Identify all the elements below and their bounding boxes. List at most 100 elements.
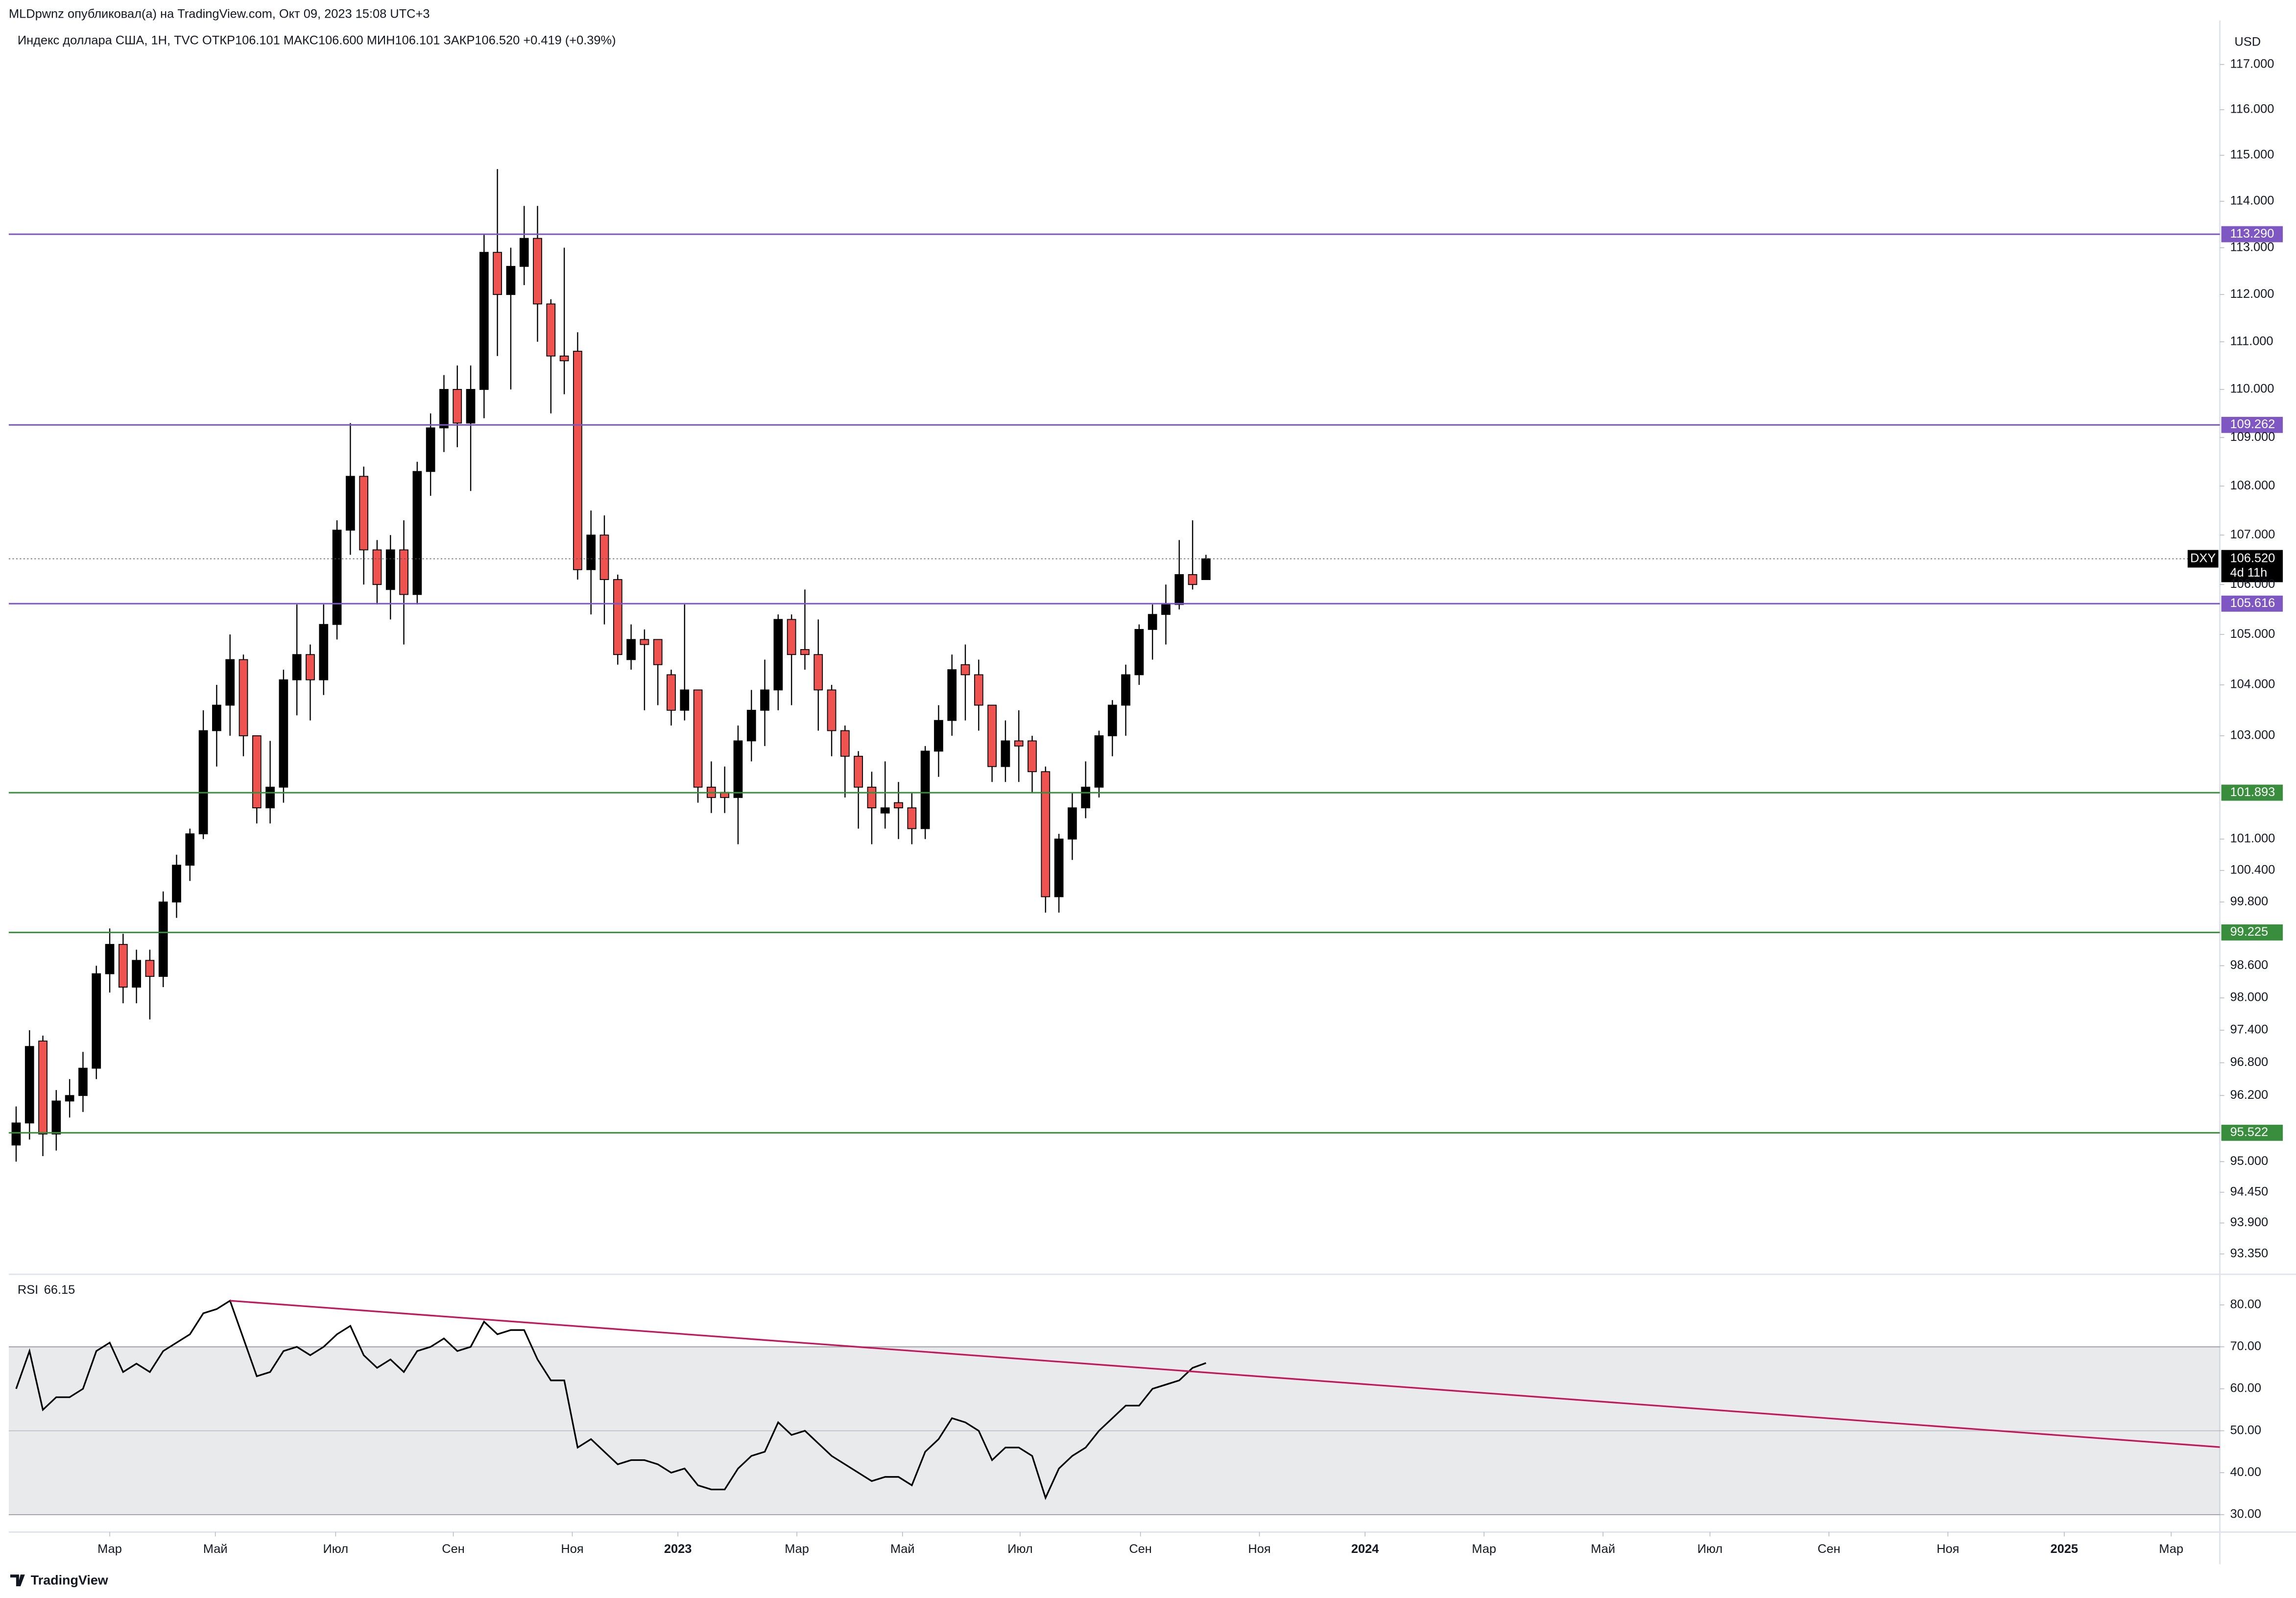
x-tick-label: Мар: [97, 1542, 122, 1556]
x-tick-label: Июл: [323, 1542, 349, 1556]
candle-body: [1068, 807, 1077, 840]
candle-body: [38, 1041, 48, 1135]
candle-body: [493, 252, 502, 295]
candle-body: [1174, 574, 1184, 605]
level-label-box: [2221, 1124, 2283, 1141]
y-tick-label: 106.000: [2230, 577, 2275, 591]
candle-body: [279, 679, 288, 788]
y-tick-label: 96.800: [2230, 1055, 2268, 1069]
candle-body: [1134, 629, 1144, 676]
y-tick-label: 101.000: [2230, 831, 2275, 845]
candle-body: [332, 530, 342, 625]
y-tick-label: 93.350: [2230, 1246, 2268, 1260]
y-tick-label: 114.000: [2230, 194, 2274, 208]
x-tick-label: Ноя: [1937, 1542, 1959, 1556]
candle-body: [573, 351, 582, 570]
candles: [11, 169, 1211, 1162]
candle-body: [559, 355, 569, 362]
y-tick-label: 117.000: [2230, 57, 2274, 71]
y-tick-label: 30.00: [2230, 1507, 2261, 1521]
y-tick-label: 96.200: [2230, 1088, 2268, 1102]
candle-body: [1014, 740, 1024, 747]
y-tick-label: 100.400: [2230, 863, 2275, 877]
price-box: [2221, 550, 2283, 582]
y-tick-label: 93.900: [2230, 1215, 2268, 1229]
candle-body: [519, 238, 529, 267]
rsi-label: RSI: [18, 1283, 38, 1297]
candle-body: [172, 865, 181, 903]
candle-body: [1094, 735, 1104, 788]
x-tick-label: Мар: [785, 1542, 809, 1556]
x-tick-label: Июл: [1007, 1542, 1033, 1556]
rsi-value: 66.15: [44, 1283, 75, 1297]
candle-body: [319, 624, 329, 680]
candle-body: [894, 802, 903, 808]
candle-body: [372, 549, 382, 585]
candle-body: [399, 549, 408, 595]
level-label: 113.290: [2230, 227, 2274, 241]
y-tick-label: 97.400: [2230, 1023, 2268, 1037]
y-tick-label: 110.000: [2230, 382, 2274, 396]
x-tick-label: Май: [203, 1542, 228, 1556]
rsi-line: [15, 1299, 1206, 1501]
candle-body: [466, 389, 476, 424]
y-tick-label: 113.000: [2230, 240, 2274, 254]
candle-body: [292, 654, 302, 680]
x-tick-label: Май: [1591, 1542, 1615, 1556]
candle-body: [1054, 838, 1064, 897]
candle-body: [506, 266, 516, 295]
x-tick-label: Ноя: [1248, 1542, 1270, 1556]
candle-body: [1028, 740, 1037, 773]
y-tick-label: 50.00: [2230, 1423, 2261, 1437]
y-tick-label: 116.000: [2230, 102, 2274, 116]
y-tick-label: 103.000: [2230, 728, 2275, 742]
candle-body: [840, 730, 850, 757]
y-tick-label: 80.00: [2230, 1297, 2261, 1311]
candle-body: [225, 659, 235, 706]
x-tick-label: 2024: [1351, 1542, 1379, 1556]
candle-body: [1121, 674, 1130, 706]
candle-body: [787, 619, 796, 655]
y-tick-label: 99.800: [2230, 895, 2268, 908]
tradingview-logo: TradingView: [10, 1573, 108, 1588]
x-tick-label: 2025: [2051, 1542, 2079, 1556]
level-label: 99.225: [2230, 925, 2268, 939]
candle-body: [306, 654, 315, 680]
candle-body: [1107, 704, 1117, 736]
candle-body: [934, 720, 943, 752]
candle-body: [426, 427, 435, 472]
candle-body: [92, 973, 101, 1069]
candle-body: [1188, 574, 1197, 585]
candle-body: [11, 1122, 21, 1146]
level-label: 95.522: [2230, 1125, 2268, 1139]
x-tick-label: Сен: [1129, 1542, 1152, 1556]
candle-body: [145, 960, 155, 977]
candle-body: [586, 534, 596, 570]
symbol-label: DXY: [2190, 551, 2216, 565]
level-label-box: [2221, 416, 2283, 433]
candle-body: [640, 639, 649, 645]
publisher-line: MLDpwnz опубликовал(а) на TradingView.co…: [9, 7, 430, 21]
candle-body: [252, 735, 262, 808]
level-label: 101.893: [2230, 785, 2275, 799]
candle-body: [1041, 771, 1051, 897]
candle-body: [439, 389, 449, 429]
candle-body: [533, 238, 542, 305]
x-tick-label: Мар: [2159, 1542, 2183, 1556]
x-tick-label: Июл: [1698, 1542, 1723, 1556]
candle-body: [827, 689, 837, 731]
candle-body: [1148, 614, 1157, 630]
candle-body: [239, 659, 248, 736]
y-tick-label: 98.000: [2230, 991, 2268, 1004]
y-tick-label: 111.000: [2230, 334, 2273, 348]
candle-body: [974, 674, 983, 706]
level-label-box: [2221, 595, 2283, 612]
candle-body: [105, 944, 115, 974]
y-tick-label: 107.000: [2230, 528, 2275, 541]
level-label-box: [2221, 784, 2283, 801]
candle-body: [453, 389, 462, 424]
x-tick-label: Ноя: [561, 1542, 583, 1556]
candle-body: [599, 534, 609, 580]
